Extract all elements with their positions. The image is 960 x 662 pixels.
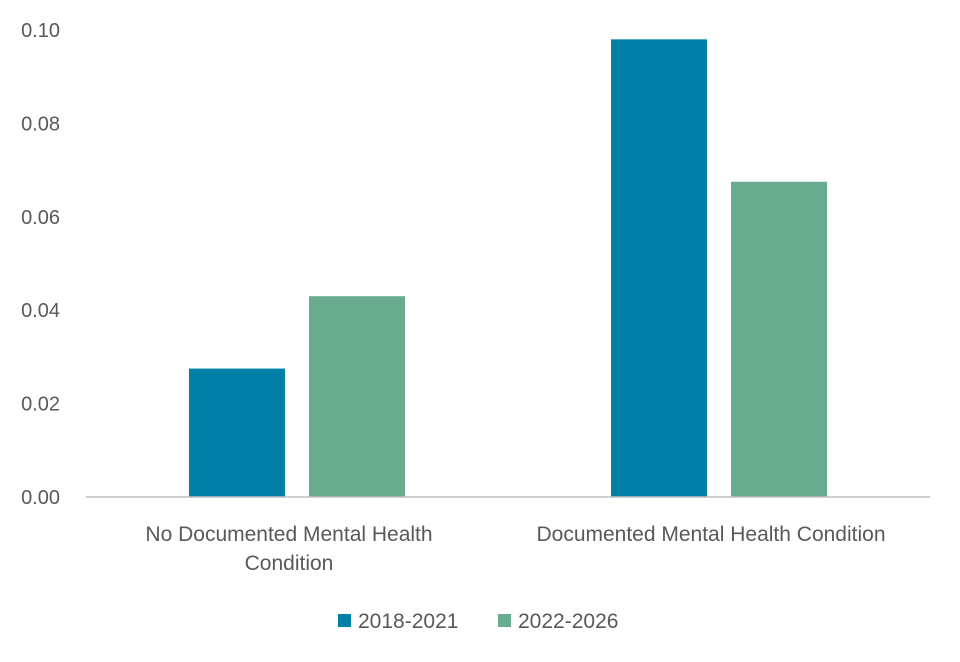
category-label: No Documented Mental Health [145, 523, 432, 546]
y-tick-label: 0.06 [21, 207, 60, 229]
bars [189, 39, 827, 498]
bar-2018-2021-2 [611, 39, 707, 498]
legend-label: 2018-2021 [358, 610, 458, 633]
bar-2022-2026-2 [731, 181, 827, 497]
y-tick-label: 0.10 [21, 20, 60, 42]
legend-swatch [338, 614, 351, 627]
y-tick-label: 0.02 [21, 394, 60, 416]
y-tick-label: 0.00 [21, 487, 60, 509]
bar-2018-2021-1 [189, 368, 285, 497]
category-label: Documented Mental Health Condition [536, 523, 885, 546]
y-tick-label: 0.04 [21, 300, 60, 322]
bar-2022-2026-1 [309, 296, 405, 497]
legend-label: 2022-2026 [518, 610, 618, 633]
x-axis-category-labels: No Documented Mental Health Condition Docu… [145, 523, 885, 575]
y-tick-label: 0.08 [21, 113, 60, 135]
legend: 2018-2021 2022-2026 [338, 610, 618, 633]
category-label: Condition [245, 552, 334, 575]
y-axis-tick-labels: 0.00 0.02 0.04 0.06 0.08 0.10 [21, 20, 60, 509]
legend-swatch [498, 614, 511, 627]
